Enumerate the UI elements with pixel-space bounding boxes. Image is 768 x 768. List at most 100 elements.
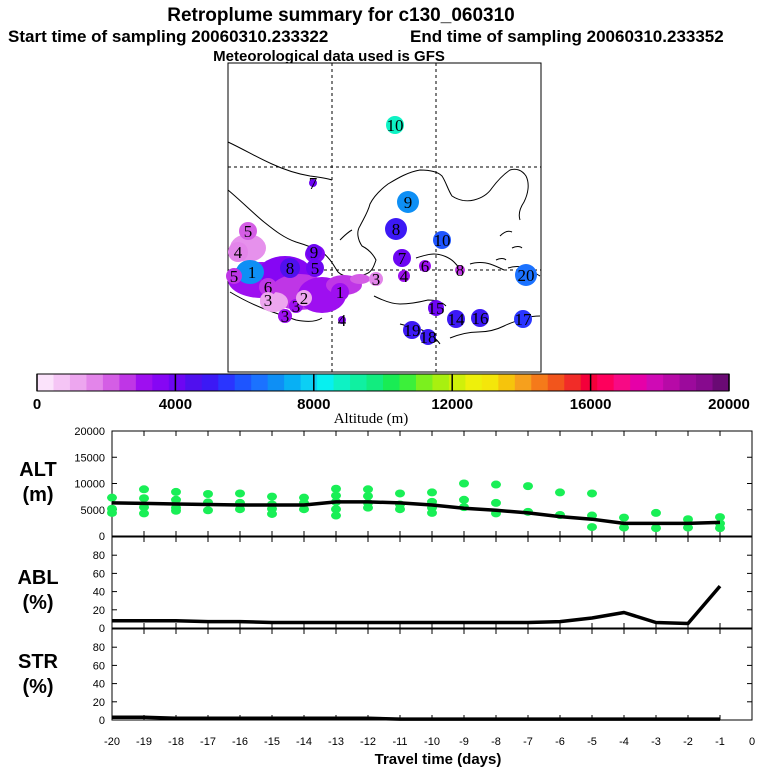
alt-scatter-point	[523, 482, 533, 491]
panel-abl: 0 20 40 60 80 ABL (%)	[17, 536, 753, 635]
y-tick-label: 5000	[81, 505, 105, 517]
colorbar-tick-label: 4000	[159, 396, 192, 413]
plume-marker-dot	[393, 249, 411, 267]
x-axis-label: Travel time (days)	[375, 751, 502, 768]
plume-marker-dot	[228, 242, 248, 262]
plume-marker-dot	[260, 292, 276, 308]
x-tick-label: -16	[232, 736, 248, 748]
colorbar-cell	[383, 374, 401, 391]
alt-scatter-point	[715, 524, 725, 533]
alt-scatter-point	[171, 487, 181, 496]
plume-marker: 8	[280, 258, 300, 278]
y-tick-label: 60	[93, 660, 105, 672]
colorbar-cell	[152, 374, 170, 391]
y-tick-label: 40	[93, 679, 105, 691]
plume-marker-label: 2	[300, 289, 309, 308]
travel-time-axis: -20 -19 -18 -17 -16 -15 -14 -13 -12 -11 -10 -9 -8 -7-…	[104, 736, 755, 748]
colorbar-cell	[284, 374, 302, 391]
plume-marker-dot	[369, 272, 383, 286]
colorbar-cell	[646, 374, 664, 391]
alt-scatter-point	[235, 489, 245, 498]
plume-marker-dot	[455, 265, 465, 275]
map-frame	[227, 62, 542, 373]
x-tick-label: -3	[651, 736, 661, 748]
alt-scatter-point	[587, 489, 597, 498]
plume-marker: 14	[447, 310, 465, 329]
colorbar-tick-label: 12000	[431, 396, 473, 413]
alt-scatter-point	[651, 508, 661, 517]
y-tick-label: 0	[99, 715, 105, 727]
plume-marker: 17	[514, 310, 532, 329]
colorbar-cell	[37, 374, 55, 391]
x-tick-label: -8	[491, 736, 501, 748]
colorbar-tick-label: 20000	[708, 396, 750, 413]
plume-marker-dot	[419, 260, 431, 272]
alt-scatter-point	[331, 505, 341, 514]
plume-marker-dot	[447, 310, 465, 328]
figure-title: Retroplume summary for c130_060310	[167, 5, 514, 26]
plume-marker-dot	[306, 259, 324, 277]
alt-scatter-point	[683, 515, 693, 524]
x-tick-label: -5	[587, 736, 597, 748]
plume-marker: 4	[338, 311, 347, 330]
colorbar-cell	[663, 374, 681, 391]
plume-marker-dot	[309, 179, 317, 187]
plume-marker-label: 6	[421, 257, 430, 276]
alt-scatter-point	[139, 485, 149, 494]
colorbar-cell	[531, 374, 549, 391]
met-data-label: Meteorological data used is GFS	[213, 48, 445, 65]
colorbar-cell	[415, 374, 434, 391]
x-tick-label: -14	[296, 736, 312, 748]
plume-marker: 10	[386, 116, 404, 135]
plume-marker-label: 18	[420, 328, 437, 347]
x-tick-label: -6	[555, 736, 565, 748]
plume-marker-label: 1	[336, 283, 345, 302]
x-tick-label: 0	[749, 736, 755, 748]
plume-marker-label: 6	[264, 278, 273, 297]
plume-marker-label: 4	[338, 311, 347, 330]
plume-marker: 1	[331, 283, 349, 302]
plume-marker: 5	[306, 259, 324, 278]
colorbar-cell	[580, 374, 598, 391]
x-tick-label: -1	[715, 736, 725, 748]
alt-scatter-point	[363, 492, 373, 501]
alt-scatter-point	[331, 511, 341, 520]
x-tick-label: -9	[459, 736, 469, 748]
colorbar-cell	[218, 374, 236, 391]
colorbar-cell	[201, 374, 219, 391]
y-tick-label: 20000	[74, 426, 105, 438]
colorbar-cell	[333, 374, 351, 391]
alt-scatter-point	[491, 498, 501, 507]
plume-marker-label: 14	[448, 310, 466, 329]
panel-ylabel-unit: (%)	[22, 592, 53, 614]
colorbar-cell	[135, 374, 153, 391]
alt-scatter-point	[107, 508, 117, 517]
plume-marker: 3	[260, 291, 276, 310]
alt-scatter-point	[171, 506, 181, 515]
alt-scatter-point	[587, 523, 597, 532]
y-tick-label: 60	[93, 568, 105, 580]
plume-marker-dot	[403, 321, 421, 339]
x-tick-label: -19	[136, 736, 152, 748]
plume-marker-label: 17	[515, 310, 533, 329]
colorbar-cell	[448, 374, 466, 391]
plume-marker: 1	[242, 262, 262, 282]
plume-marker-label: 9	[310, 243, 319, 262]
plume-marker-dot	[306, 244, 322, 260]
plume-marker-label: 19	[404, 321, 421, 340]
alt-scatter-point	[203, 506, 213, 515]
plume-marker-label: 7	[309, 174, 318, 193]
series-line-alt	[111, 500, 721, 526]
alt-scatter-point	[107, 493, 117, 502]
plume-marker-label: 8	[456, 261, 465, 280]
x-tick-label: -7	[523, 736, 533, 748]
plume-marker-label: 1	[248, 263, 257, 282]
panel-ylabel: ABL	[17, 567, 58, 589]
plume-marker-dot	[420, 329, 436, 345]
y-tick-label: 15000	[74, 452, 105, 464]
series-line-abl	[112, 584, 722, 626]
alt-scatter-point	[363, 485, 373, 494]
plume-marker: 10	[433, 231, 451, 250]
plume-marker: 6	[259, 278, 277, 297]
plume-marker-label: 4	[400, 267, 409, 286]
